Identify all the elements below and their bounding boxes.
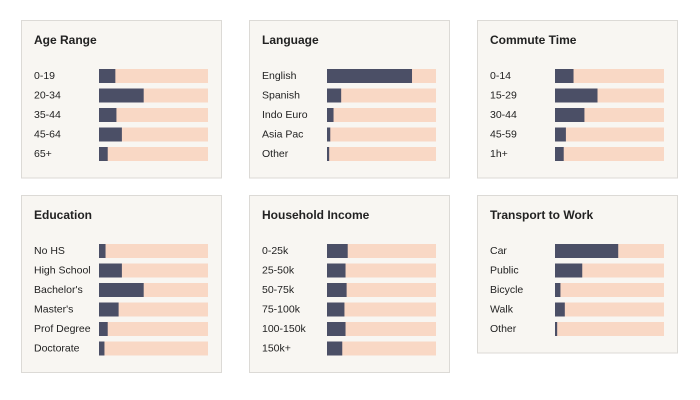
bar-track [555,322,664,336]
bar-label: Other [262,148,289,160]
bar-label: 65+ [34,148,52,160]
bar [99,244,106,258]
bar-track [327,127,436,142]
bar [99,108,117,122]
bar [555,69,574,83]
bar-label: Car [490,245,507,257]
bar-label: 15-29 [490,89,517,101]
bar-track [99,127,208,142]
bar-label: 45-59 [490,128,517,140]
bar-track [99,69,208,83]
bar-label: Indo Euro [262,109,308,121]
bar [555,147,564,161]
card-title: Education [34,208,92,222]
bar-label: Master's [34,303,73,315]
bar-track [555,302,664,317]
bar [327,88,342,103]
bar [555,127,566,142]
bar [99,69,116,83]
bar [99,302,119,317]
bar [327,69,413,83]
bar-track [327,302,436,317]
bar-label: 35-44 [34,109,61,121]
bar-label: Other [490,323,517,335]
card-title: Commute Time [490,33,577,47]
bar-track [327,322,436,336]
bar [327,127,331,142]
bar [555,283,561,297]
bar-label: Doctorate [34,342,80,354]
bar [555,88,598,103]
bar [555,302,565,317]
bar-label: Asia Pac [262,128,303,140]
bar-label: 30-44 [490,109,517,121]
bar-label: Prof Degree [34,323,91,335]
bar-track [99,263,208,278]
bar [99,263,122,278]
bar-track [99,341,208,356]
bar-track [327,88,436,103]
bar-label: 50-75k [262,284,295,296]
bar [99,127,122,142]
bar [327,302,345,317]
bar-track [99,108,208,122]
bar-label: 25-50k [262,264,295,276]
bar [555,322,558,336]
bar [327,283,347,297]
bar-label: 20-34 [34,89,61,101]
bar-label: 0-19 [34,70,55,82]
bar-label: Bicycle [490,284,523,296]
bar-label: Spanish [262,89,300,101]
bar [99,322,108,336]
bar-label: 150k+ [262,342,291,354]
bar [99,147,108,161]
bar-track [99,322,208,336]
bar-track [327,147,436,161]
bar-track [327,244,436,258]
bar-label: 0-25k [262,245,289,257]
bar [99,88,144,103]
card-title: Transport to Work [490,208,593,222]
bar-label: 100-150k [262,323,307,335]
bar-label: Bachelor's [34,284,83,296]
bar [555,263,583,278]
bar-label: Walk [490,303,514,315]
bar-label: 45-64 [34,128,61,140]
bar [327,322,346,336]
bar-label: 1h+ [490,148,508,160]
bar [99,283,144,297]
bar-track [555,283,664,297]
bar-label: English [262,70,297,82]
bar-track [327,263,436,278]
bar-track [99,244,208,258]
card-title: Language [262,33,319,47]
bar-track [99,302,208,317]
bar [555,108,585,122]
card-title: Household Income [262,208,370,222]
bar [555,244,619,258]
bar-label: 75-100k [262,303,301,315]
card-title: Age Range [34,33,97,47]
bar-track [99,147,208,161]
bar [99,341,105,356]
bar-track [327,283,436,297]
bar [327,263,346,278]
bar-track [327,108,436,122]
bar [327,147,330,161]
bar [327,244,348,258]
bar-track [327,341,436,356]
bar [327,341,343,356]
bar [327,108,334,122]
bar-label: Public [490,264,519,276]
bar-track [555,127,664,142]
bar-track [555,147,664,161]
bar-label: High School [34,264,91,276]
bar-track [555,69,664,83]
bar-label: No HS [34,245,65,257]
bar-label: 0-14 [490,70,511,82]
